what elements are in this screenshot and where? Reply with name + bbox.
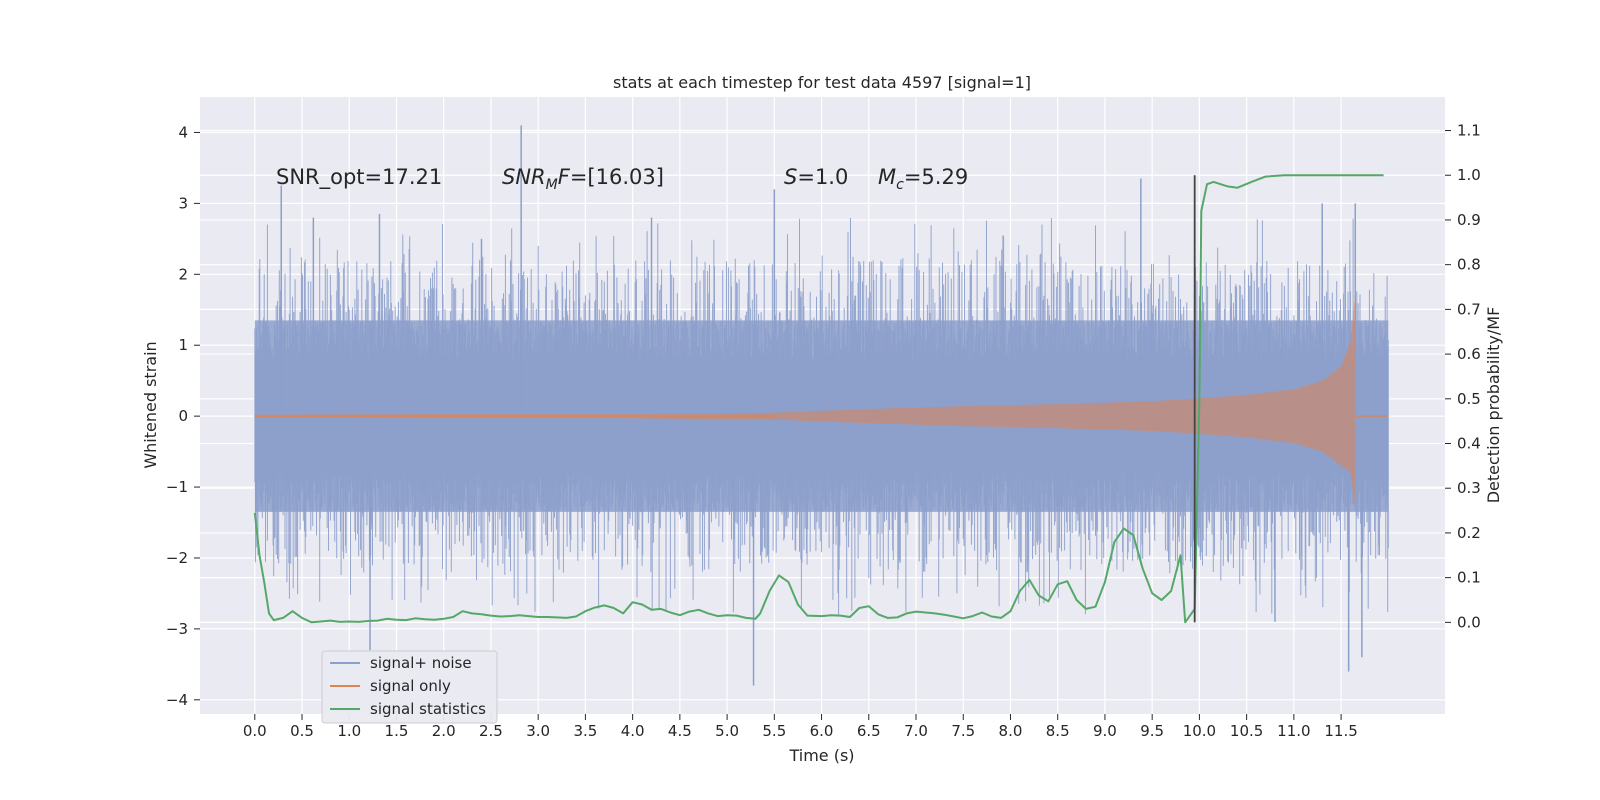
y2-tick-label: 0.1 <box>1457 569 1481 587</box>
x-tick-label: 2.5 <box>479 722 503 740</box>
y-tick-label: −3 <box>166 620 188 638</box>
y2-tick-label: 0.4 <box>1457 435 1481 453</box>
statistics-line <box>253 174 1384 624</box>
legend: signal+ noise signal only signal statist… <box>321 650 498 724</box>
x-tick-label: 11.0 <box>1277 722 1310 740</box>
y2-tick-label: 0.6 <box>1457 345 1481 363</box>
x-tick-label: 0.0 <box>243 722 267 740</box>
mc-symbol: M <box>878 165 896 189</box>
snr-mf-subscript: M <box>546 177 558 193</box>
x-tick-label: 7.0 <box>904 722 928 740</box>
x-tick-label: 10.5 <box>1230 722 1263 740</box>
x-tick-label: 0.5 <box>290 722 314 740</box>
x-tick-label: 3.0 <box>526 722 550 740</box>
snr-mf-value: =[16.03] <box>570 165 664 189</box>
legend-box <box>321 650 498 724</box>
x-tick-label: 9.0 <box>1093 722 1117 740</box>
x-tick-label: 10.0 <box>1183 722 1216 740</box>
x-tick-label: 7.5 <box>951 722 975 740</box>
x-tick-label: 6.5 <box>857 722 881 740</box>
mc-subscript: c <box>896 177 904 193</box>
chart-title: stats at each timestep for test data 459… <box>613 73 1031 92</box>
y-tick-label: 2 <box>178 265 188 283</box>
s-symbol: S <box>784 165 797 189</box>
y-tick-label: 1 <box>178 336 188 354</box>
x-tick-label: 6.0 <box>810 722 834 740</box>
snr-mf-symbol: SNR <box>502 165 546 189</box>
legend-label-signal-statistics: signal statistics <box>370 700 486 718</box>
y2-tick-label: 0.0 <box>1457 613 1481 631</box>
y2-tick-label: 0.2 <box>1457 524 1481 542</box>
y2-tick-label: 1.0 <box>1457 166 1481 184</box>
s-annotation: S=1.0 <box>784 165 848 189</box>
y-tick-label: −2 <box>166 549 188 567</box>
y-tick-label: −1 <box>166 478 188 496</box>
y-tick-label: −4 <box>166 691 188 709</box>
snr-opt-annotation: SNR_opt=17.21 <box>276 165 442 190</box>
legend-label-signal-noise: signal+ noise <box>370 654 472 672</box>
legend-label-signal-only: signal only <box>370 677 451 695</box>
y2-axis-ticks: 1.1 1.0 0.9 0.8 0.7 0.6 0.5 0.4 0.3 0.2 0.1 0.0 <box>1445 122 1481 631</box>
x-tick-label: 8.5 <box>1046 722 1070 740</box>
y2-tick-label: 0.5 <box>1457 390 1481 408</box>
y2-tick-label: 0.7 <box>1457 300 1481 318</box>
x-tick-label: 5.5 <box>762 722 786 740</box>
x-tick-label: 8.0 <box>999 722 1023 740</box>
x-tick-label: 3.5 <box>573 722 597 740</box>
x-axis-ticks: 0.0 0.5 1.0 1.5 2.0 2.5 3.0 3.5 4.0 4.5 5.0 5.5 6.0 6… <box>243 714 1358 740</box>
mc-annotation: Mc=5.29 <box>878 165 968 193</box>
y2-tick-label: 1.1 <box>1457 122 1481 140</box>
y2-tick-label: 0.3 <box>1457 479 1481 497</box>
x-tick-label: 1.0 <box>337 722 361 740</box>
y2-tick-label: 0.9 <box>1457 211 1481 229</box>
mc-value: =5.29 <box>904 165 968 189</box>
snr-mf-annotation: SNRMF=[16.03] <box>502 165 664 193</box>
signal-statistics-series <box>253 174 1384 624</box>
y2-tick-label: 0.8 <box>1457 256 1481 274</box>
x-tick-label: 4.5 <box>668 722 692 740</box>
y-tick-label: 4 <box>178 123 188 141</box>
snr-mf-f: F <box>558 165 571 189</box>
x-tick-label: 1.5 <box>385 722 409 740</box>
y-axis-ticks: 4 3 2 1 0 −1 −2 −3 −4 <box>166 123 200 709</box>
y-axis-label: Whitened strain <box>141 341 160 468</box>
x-axis-label: Time (s) <box>788 746 854 765</box>
s-value: =1.0 <box>797 165 848 189</box>
x-tick-label: 11.5 <box>1324 722 1357 740</box>
x-tick-label: 2.0 <box>432 722 456 740</box>
signal-only-series <box>254 292 1389 510</box>
y2-axis-label: Detection probability/MF <box>1484 307 1503 504</box>
y-tick-label: 0 <box>178 407 188 425</box>
x-tick-label: 9.5 <box>1140 722 1164 740</box>
x-tick-label: 4.0 <box>621 722 645 740</box>
y-tick-label: 3 <box>178 194 188 212</box>
x-tick-label: 5.0 <box>715 722 739 740</box>
